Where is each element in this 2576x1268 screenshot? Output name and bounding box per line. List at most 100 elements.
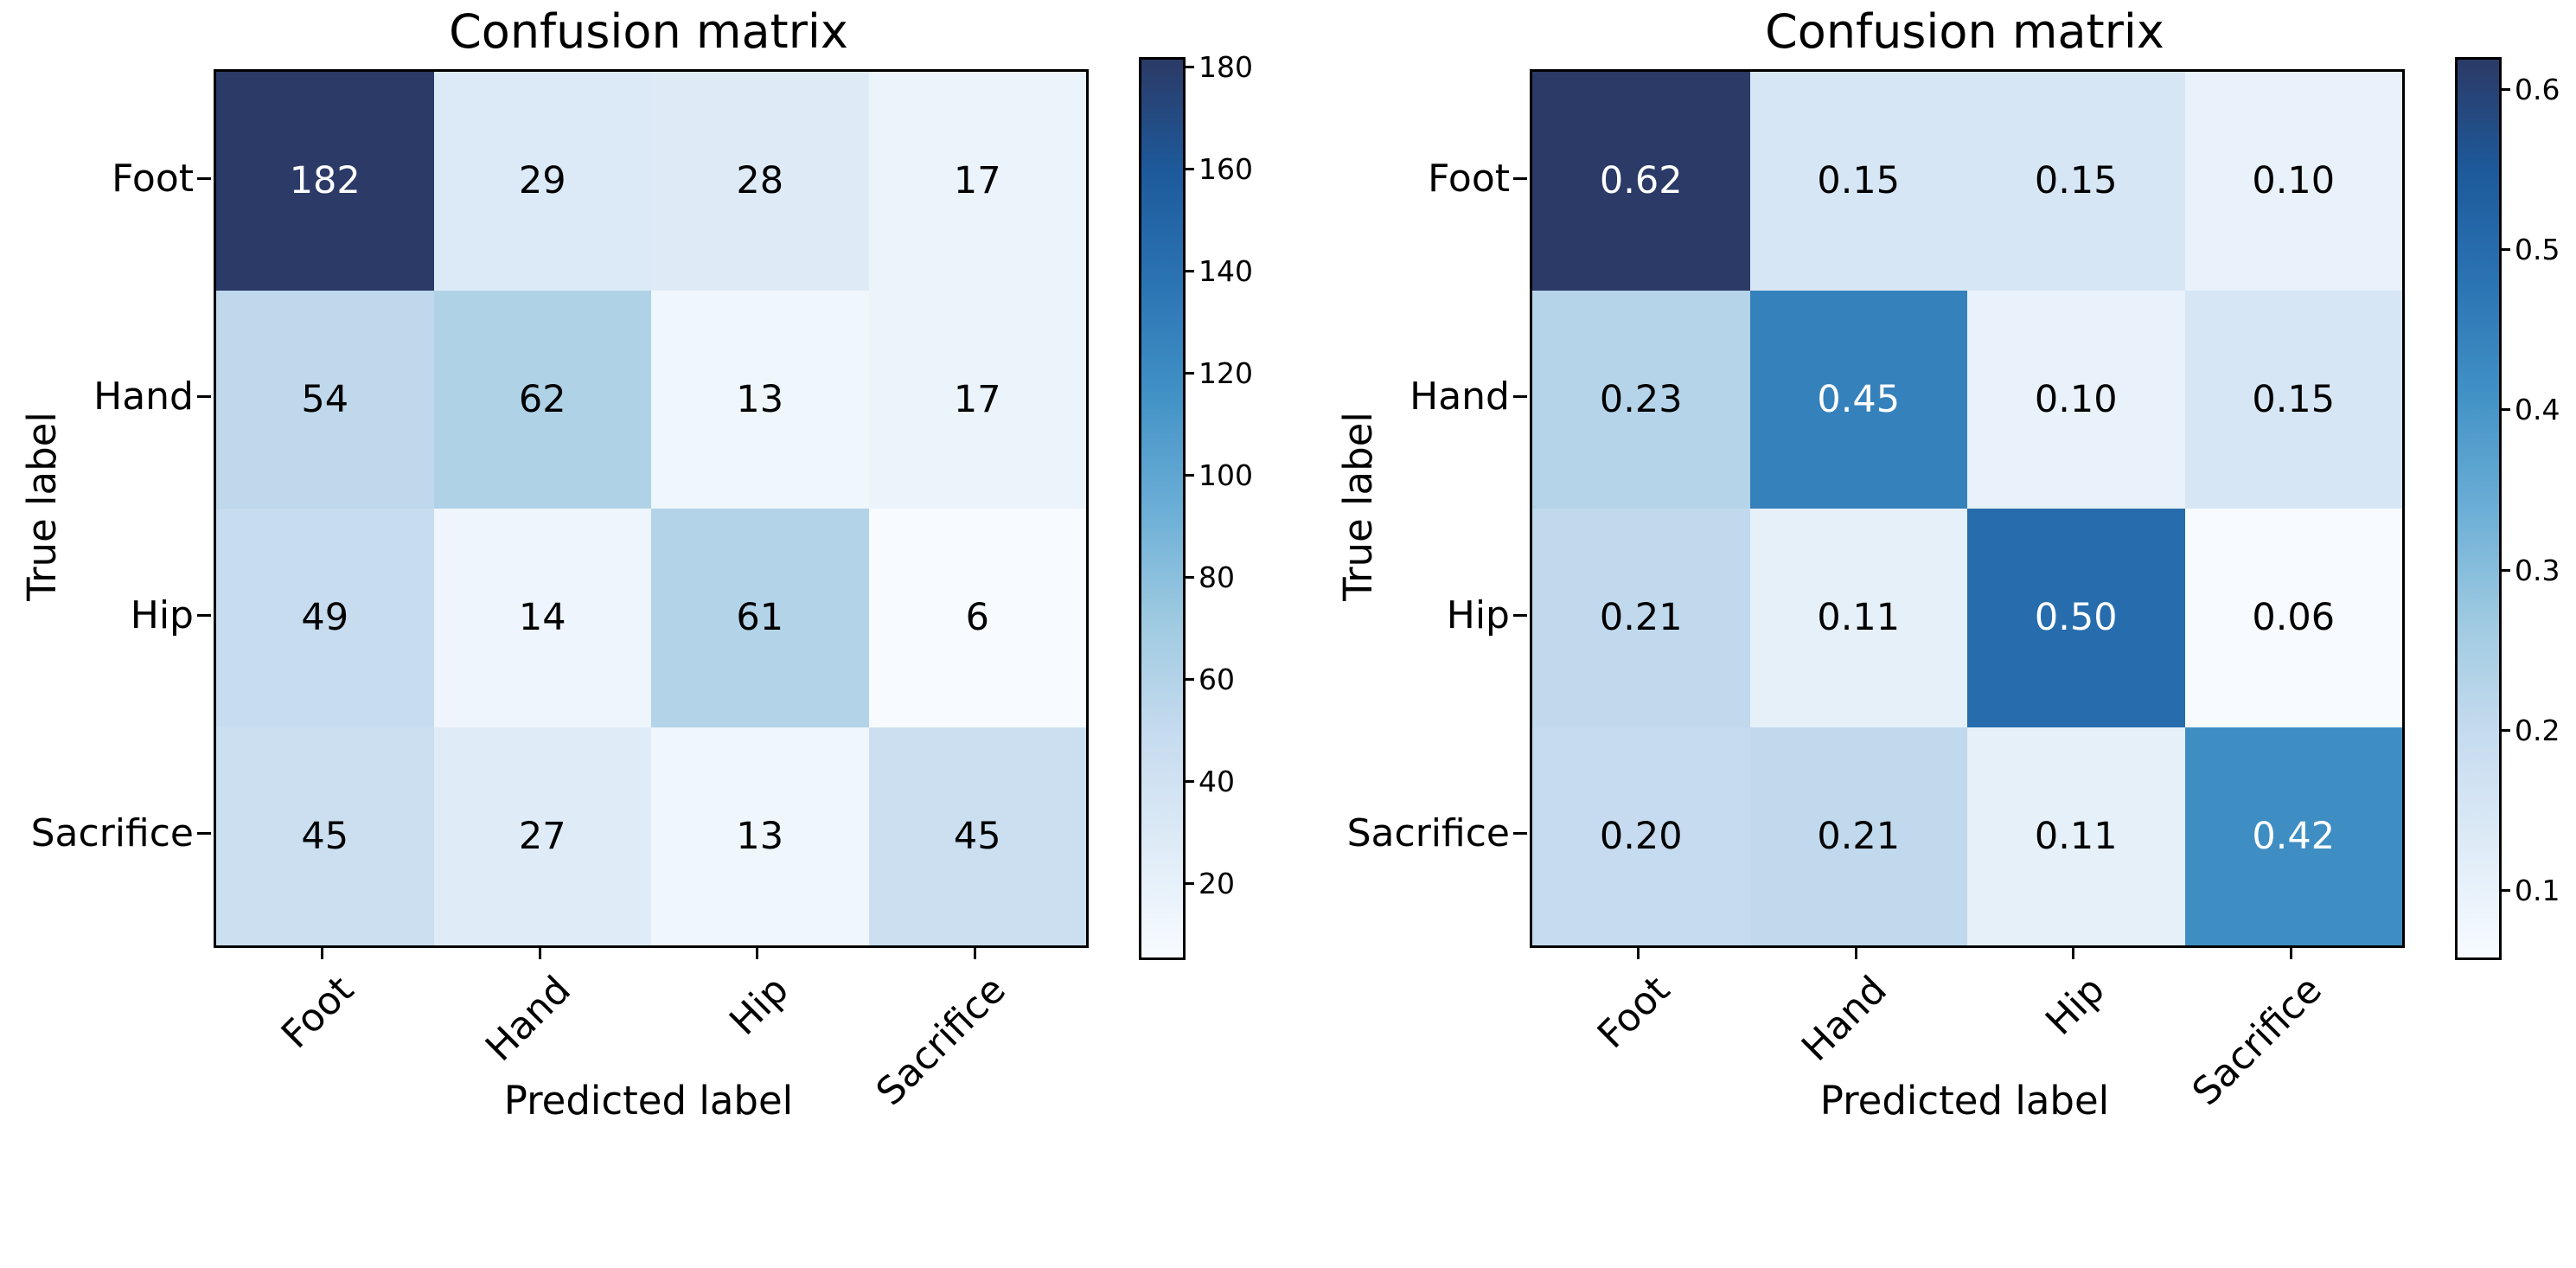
colorbar-tick-label: 20 bbox=[1199, 866, 1235, 900]
matrix-cell: 0.42 bbox=[2184, 727, 2402, 945]
colorbar-tick-mark bbox=[1183, 678, 1194, 682]
colorbar-tick-label: 0.3 bbox=[2515, 553, 2560, 587]
heatmap-grid: 182 29 28 17 54 62 13 17 49 14 61 6 45 27 13 45 bbox=[214, 69, 1089, 948]
matrix-cell: 0.06 bbox=[2184, 509, 2402, 727]
colorbar-tick-label: 40 bbox=[1199, 764, 1235, 798]
matrix-cell: 0.45 bbox=[1749, 290, 1967, 509]
colorbar bbox=[1139, 57, 1186, 960]
colorbar-tick-label: 160 bbox=[1199, 152, 1253, 187]
colorbar bbox=[2455, 57, 2502, 960]
colorbar-tick-label: 100 bbox=[1199, 458, 1253, 493]
colorbar-tick-mark bbox=[1183, 66, 1194, 69]
y-tick-mark bbox=[197, 176, 211, 180]
y-tick-mark bbox=[1513, 832, 1527, 836]
y-tick-mark bbox=[197, 613, 211, 617]
y-tick-label: Hip bbox=[130, 592, 194, 637]
matrix-cell: 17 bbox=[868, 72, 1086, 291]
y-tick-mark bbox=[1513, 176, 1527, 180]
matrix-cell: 182 bbox=[216, 72, 434, 291]
colorbar-tick-mark bbox=[2499, 729, 2510, 732]
y-tick-mark bbox=[197, 395, 211, 399]
y-tick-mark bbox=[1513, 395, 1527, 399]
matrix-cell: 49 bbox=[216, 509, 434, 727]
matrix-cell: 13 bbox=[651, 727, 869, 945]
matrix-cell: 28 bbox=[651, 72, 869, 291]
chart-title: Confusion matrix bbox=[449, 4, 848, 59]
matrix-cell: 0.23 bbox=[1532, 290, 1750, 509]
matrix-cell: 14 bbox=[433, 509, 651, 727]
matrix-cell: 0.21 bbox=[1532, 509, 1750, 727]
x-tick-mark bbox=[2072, 945, 2075, 959]
heatmap-grid: 0.62 0.15 0.15 0.10 0.23 0.45 0.10 0.15 0.21 0.11… bbox=[1530, 69, 2405, 948]
colorbar-tick-mark bbox=[1183, 270, 1194, 273]
matrix-cell: 0.15 bbox=[1967, 72, 2185, 291]
colorbar-tick-mark bbox=[2499, 889, 2510, 893]
colorbar-tick-mark bbox=[2499, 247, 2510, 251]
y-tick-label: Sacrifice bbox=[30, 811, 194, 856]
matrix-cell: 29 bbox=[433, 72, 651, 291]
y-tick-label: Foot bbox=[1428, 156, 1510, 201]
colorbar-gradient bbox=[2458, 60, 2499, 957]
colorbar-tick-mark bbox=[2499, 87, 2510, 91]
x-tick-mark bbox=[2289, 945, 2292, 959]
colorbar-tick-mark bbox=[1183, 168, 1194, 171]
y-tick-label: Hip bbox=[1446, 592, 1510, 637]
colorbar-tick-label: 140 bbox=[1199, 254, 1253, 289]
colorbar-tick-label: 0.2 bbox=[2515, 714, 2560, 747]
matrix-cell: 54 bbox=[216, 290, 434, 509]
colorbar-tick-mark bbox=[1183, 576, 1194, 580]
colorbar-tick-label: 0.5 bbox=[2515, 232, 2560, 266]
matrix-cell: 0.20 bbox=[1532, 727, 1750, 945]
colorbar-tick-label: 0.6 bbox=[2515, 72, 2560, 106]
x-tick-mark bbox=[1854, 945, 1857, 959]
y-tick-label: Sacrifice bbox=[1346, 811, 1510, 856]
matrix-cell: 61 bbox=[651, 509, 869, 727]
colorbar-tick-mark bbox=[1183, 372, 1194, 375]
colorbar-tick-label: 120 bbox=[1199, 356, 1253, 391]
colorbar-gradient bbox=[1141, 60, 1183, 957]
matrix-cell: 27 bbox=[433, 727, 651, 945]
matrix-cell: 0.11 bbox=[1967, 727, 2185, 945]
x-tick-mark bbox=[538, 945, 541, 959]
y-tick-label: Hand bbox=[93, 375, 194, 419]
matrix-cell: 0.50 bbox=[1967, 509, 2185, 727]
matrix-cell: 0.21 bbox=[1749, 727, 1967, 945]
matrix-cell: 62 bbox=[433, 290, 651, 509]
matrix-cell: 45 bbox=[868, 727, 1086, 945]
matrix-cell: 17 bbox=[868, 290, 1086, 509]
matrix-cell: 0.11 bbox=[1749, 509, 1967, 727]
colorbar-tick-label: 80 bbox=[1199, 560, 1235, 595]
x-tick-mark bbox=[1637, 945, 1640, 959]
colorbar-tick-mark bbox=[1183, 881, 1194, 885]
colorbar-tick-mark bbox=[2499, 408, 2510, 412]
matrix-cell: 0.15 bbox=[1749, 72, 1967, 291]
matrix-cell: 0.62 bbox=[1532, 72, 1750, 291]
y-tick-mark bbox=[197, 832, 211, 836]
matrix-cell: 13 bbox=[651, 290, 869, 509]
x-tick-mark bbox=[973, 945, 976, 959]
matrix-cell: 6 bbox=[868, 509, 1086, 727]
matrix-cell: 0.10 bbox=[1967, 290, 2185, 509]
matrix-cell: 45 bbox=[216, 727, 434, 945]
x-tick-mark bbox=[756, 945, 759, 959]
colorbar-tick-mark bbox=[1183, 474, 1194, 477]
x-axis-label: Predicted label bbox=[1819, 1078, 2110, 1124]
colorbar-tick-mark bbox=[1183, 779, 1194, 783]
matrix-cell: 0.15 bbox=[2184, 290, 2402, 509]
y-axis-label-text: True label bbox=[1334, 411, 1381, 601]
x-tick-mark bbox=[321, 945, 324, 959]
chart-title: Confusion matrix bbox=[1765, 4, 2164, 59]
confusion-matrix-counts-panel: Confusion matrix True label 182 29 28 17 54 6… bbox=[0, 0, 1260, 1130]
matrix-cell: 0.10 bbox=[2184, 72, 2402, 291]
confusion-matrix-normalized-panel: Confusion matrix True label 0.62 0.15 0.15… bbox=[1316, 0, 2576, 1130]
x-axis-label: Predicted label bbox=[503, 1078, 794, 1124]
colorbar-tick-label: 0.4 bbox=[2515, 393, 2560, 427]
y-tick-label: Foot bbox=[112, 156, 194, 201]
y-tick-label: Hand bbox=[1409, 375, 1510, 419]
y-tick-mark bbox=[1513, 613, 1527, 617]
colorbar-tick-mark bbox=[2499, 568, 2510, 572]
colorbar-tick-label: 180 bbox=[1199, 50, 1253, 85]
colorbar-tick-label: 60 bbox=[1199, 663, 1235, 697]
colorbar-tick-label: 0.1 bbox=[2515, 874, 2560, 908]
y-axis-label-text: True label bbox=[18, 411, 65, 601]
